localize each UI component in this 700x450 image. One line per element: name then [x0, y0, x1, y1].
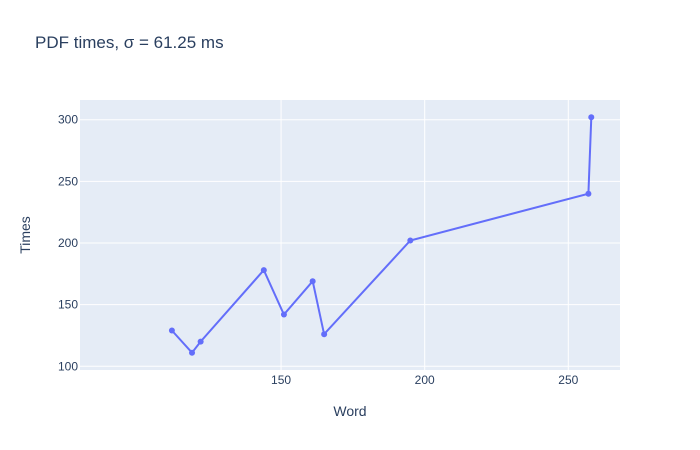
y-tick-label: 250 — [58, 174, 78, 188]
x-tick-label: 200 — [415, 373, 435, 387]
data-point — [280, 311, 287, 318]
tick-labels: 150 200 250 100 150 200 250 300 — [58, 113, 579, 387]
data-point — [309, 278, 316, 285]
data-point — [197, 338, 204, 345]
x-tick-label: 250 — [558, 373, 578, 387]
data-point — [407, 237, 414, 244]
chart-title: PDF times, σ = 61.25 ms — [35, 33, 224, 52]
data-point — [585, 190, 592, 197]
series-line — [171, 117, 593, 355]
x-axis-title: Word — [333, 403, 366, 419]
data-points — [168, 114, 595, 356]
data-point — [168, 327, 175, 334]
y-axis-title: Times — [17, 216, 33, 254]
y-tick-label: 150 — [58, 298, 78, 312]
x-tick-label: 150 — [271, 373, 291, 387]
y-tick-label: 300 — [58, 113, 78, 127]
y-tick-label: 100 — [58, 359, 78, 373]
data-point — [321, 331, 328, 338]
data-point — [588, 114, 595, 121]
plot-area — [80, 100, 620, 370]
data-point — [189, 349, 196, 356]
y-tick-label: 200 — [58, 236, 78, 250]
data-point — [260, 267, 267, 274]
